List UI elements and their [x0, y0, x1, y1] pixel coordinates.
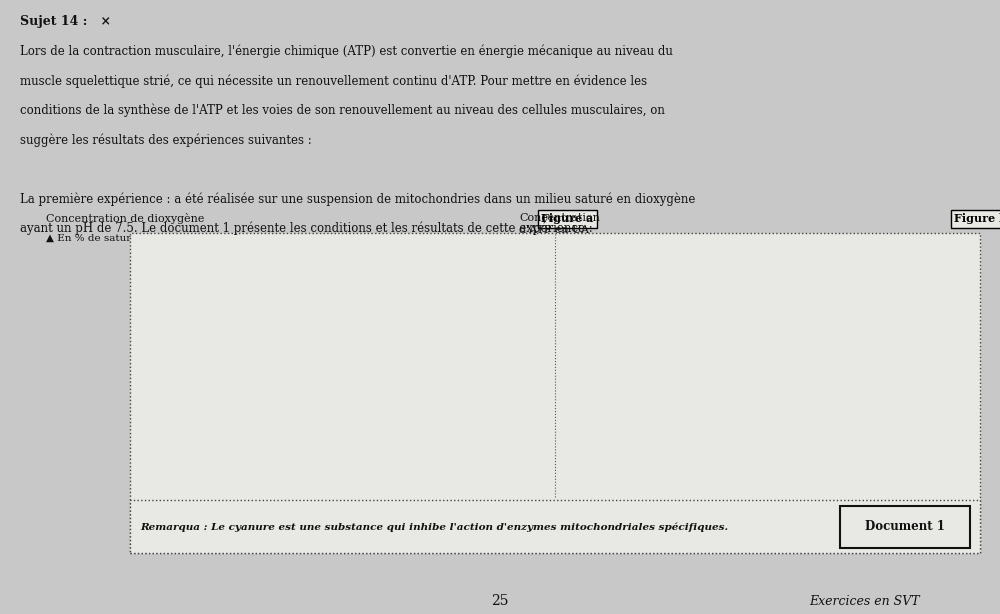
Text: 25: 25	[491, 594, 509, 608]
Text: Ajout du
glucose: Ajout du glucose	[188, 300, 233, 357]
Text: muscle squelettique strié, ce qui nécessite un renouvellement continu d'ATP. Pou: muscle squelettique strié, ce qui nécess…	[20, 74, 647, 88]
Text: conditions de la synthèse de l'ATP et les voies de son renouvellement au niveau : conditions de la synthèse de l'ATP et le…	[20, 104, 665, 117]
Text: Exercices en SVT: Exercices en SVT	[809, 595, 920, 608]
Text: Figure b: Figure b	[954, 214, 1000, 224]
X-axis label: Temps: Temps	[329, 515, 366, 525]
Text: Concentration
d'ATP en UA: Concentration d'ATP en UA	[519, 214, 600, 235]
Text: Ajout de
ADP+Pi: Ajout de ADP+Pi	[317, 370, 358, 415]
Text: Document 1: Document 1	[865, 520, 945, 534]
Text: Remarqua : Le cyanure est une substance qui inhibe l'action d'enzymes mitochondr: Remarqua : Le cyanure est une substance …	[140, 522, 728, 532]
Text: Ajout du
glucose: Ajout du glucose	[614, 358, 656, 403]
Text: Ajout du
pyruvate: Ajout du pyruvate	[232, 301, 276, 357]
Text: Ajout du
cyanure: Ajout du cyanure	[814, 259, 856, 298]
Text: Lors de la contraction musculaire, l'énergie chimique (ATP) est convertie en éne: Lors de la contraction musculaire, l'éne…	[20, 45, 673, 58]
Text: ▲ En % de saturation: ▲ En % de saturation	[46, 234, 158, 243]
Text: Ajout du
cyanure: Ajout du cyanure	[362, 427, 404, 470]
Text: suggère les résultats des expériences suivantes :: suggère les résultats des expériences su…	[20, 133, 312, 147]
Text: Ajout de
ADP+Pi: Ajout de ADP+Pi	[763, 343, 804, 410]
Text: Ajout du
pyruvate: Ajout du pyruvate	[684, 365, 728, 410]
Text: ayant un pH de 7.5. Le document 1 présente les conditions et les résultats de ce: ayant un pH de 7.5. Le document 1 présen…	[20, 222, 593, 235]
X-axis label: Temps: Temps	[749, 515, 786, 525]
Text: Concentration de dioxygène: Concentration de dioxygène	[46, 214, 204, 224]
Text: Figure a: Figure a	[541, 214, 594, 224]
Text: La première expérience : a été réalisée sur une suspension de mitochondries dans: La première expérience : a été réalisée …	[20, 192, 695, 206]
Text: Sujet 14 :   ×: Sujet 14 : ×	[20, 15, 111, 28]
